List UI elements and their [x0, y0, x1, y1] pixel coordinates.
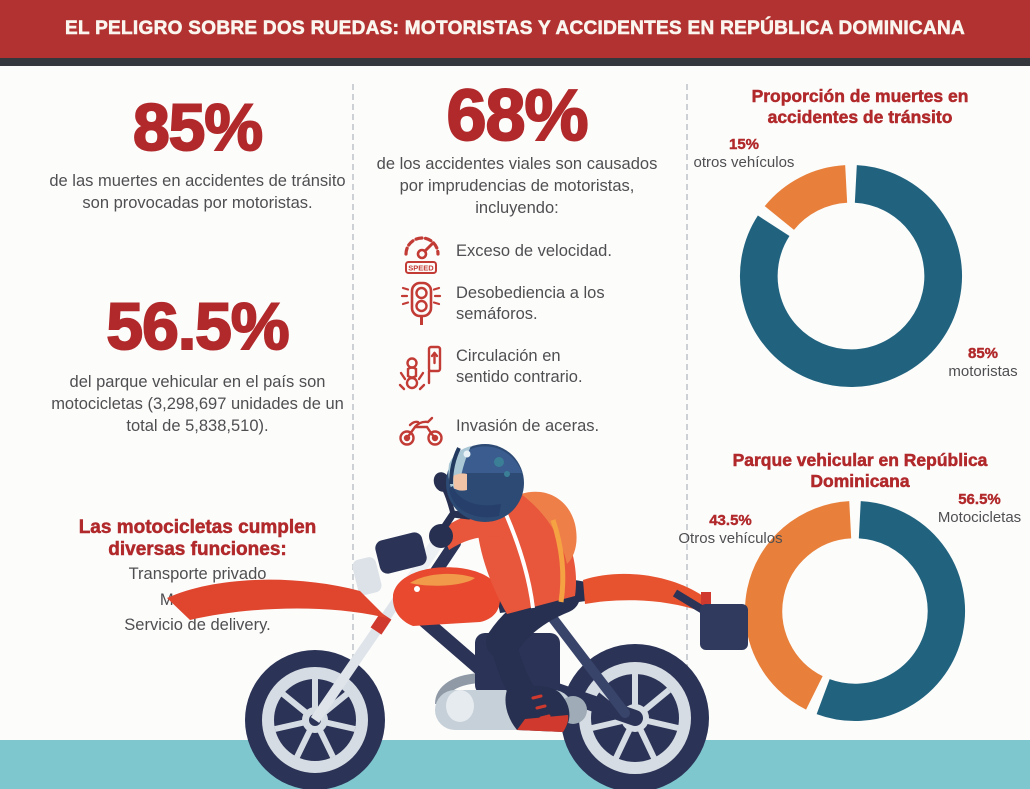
- column-divider-right: [686, 84, 688, 700]
- cause-item-traffic-light: Desobediencia a los semáforos.: [398, 280, 611, 328]
- ground-band: [0, 740, 1030, 789]
- cause-label: Desobediencia a los semáforos.: [456, 283, 605, 323]
- donut-chart-fleet: [744, 501, 965, 722]
- donut-slice-otros-vehículos: [764, 165, 848, 231]
- cause-label: Circulación en sentido contrario.: [456, 346, 583, 386]
- stat-accidents-description: de los accidentes viales son causados po…: [376, 155, 658, 217]
- donut-slice-otros-vehículos: [744, 501, 852, 710]
- cause-item-sidewalk: Invasión de aceras.: [398, 403, 599, 451]
- slice-label-motocicletas: 56.5% Motocicletas: [937, 491, 1022, 526]
- banner: EL PELIGRO SOBRE DOS RUEDAS: MOTORISTAS …: [0, 0, 1030, 58]
- cause-item-wrong-way: Circulación en sentido contrario.: [398, 343, 611, 391]
- stat-accidents-value: 68%: [445, 76, 589, 156]
- page-title: EL PELIGRO SOBRE DOS RUEDAS: MOTORISTAS …: [64, 18, 966, 40]
- slice-label-otros-vehiculos-2: 43.5% Otros vehículos: [678, 512, 783, 547]
- donut-slice-motoristas: [740, 165, 962, 388]
- donut-slice-motocicletas: [816, 501, 965, 722]
- motorcycle-icon: [399, 416, 443, 446]
- cause-label: Invasión de aceras.: [456, 417, 600, 436]
- wrong-way-icon: [398, 345, 442, 391]
- functions-heading: Las motocicletas cumplen diversas funcio…: [78, 517, 317, 561]
- speedometer-icon: SPEED: [404, 236, 440, 274]
- traffic-light-icon: [400, 281, 442, 325]
- function-item: Servicio de delivery.: [124, 616, 271, 635]
- helmet-icon: [446, 444, 524, 522]
- chart-deaths-title: Proporción de muertes en accidentes de t…: [751, 86, 969, 128]
- cause-item-speeding: SPEED Exceso de velocidad.: [398, 228, 612, 276]
- slice-label-otros-vehiculos: 15% otros vehículos: [693, 136, 795, 171]
- stat-fleet-value: 56.5%: [105, 289, 290, 363]
- cause-label: Exceso de velocidad.: [456, 242, 612, 261]
- speed-badge-text: SPEED: [408, 264, 434, 273]
- donut-chart-deaths: [740, 165, 962, 388]
- column-divider-left: [352, 84, 354, 700]
- slice-label-motoristas: 85% motoristas: [948, 345, 1018, 380]
- stat-deaths-description: de las muertes en accidentes de tránsito…: [49, 172, 346, 212]
- banner-underline-strip: [0, 58, 1030, 66]
- chart-fleet-title: Parque vehicular en República Dominicana: [732, 450, 988, 492]
- function-item: Transporte privado: [128, 565, 267, 583]
- stat-deaths-value: 85%: [132, 90, 264, 164]
- motorcycle-rider-illustration: [167, 444, 748, 789]
- stat-fleet-description: del parque vehicular en el país son moto…: [51, 373, 344, 435]
